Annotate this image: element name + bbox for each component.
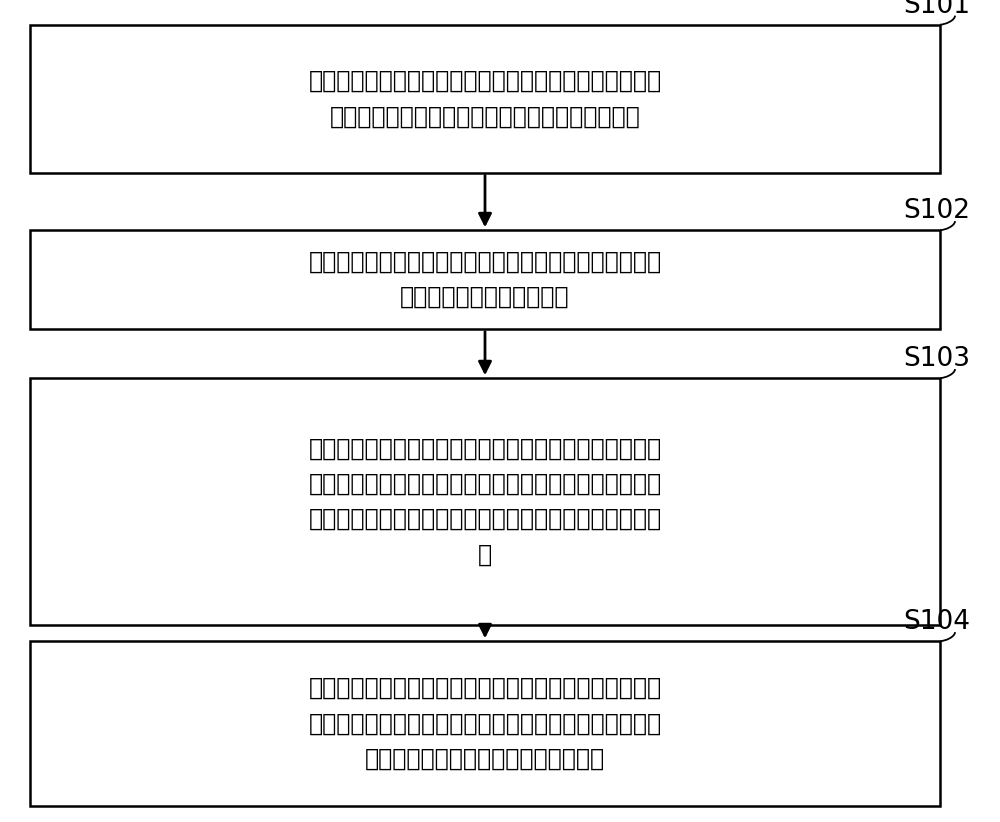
Text: S104: S104	[903, 609, 970, 635]
Text: S103: S103	[903, 346, 970, 372]
Text: 在完成测距起点校准后、且在所述移动终端被调整到与所
述测试板相距第二间距时，读取所述激光对焦器件所测量
到的第二测试距离，其中，所述第二间距大于所述第一间
距: 在完成测距起点校准后、且在所述移动终端被调整到与所 述测试板相距第二间距时，读取…	[308, 436, 662, 566]
Text: S102: S102	[903, 198, 970, 224]
FancyBboxPatch shape	[30, 25, 940, 173]
FancyBboxPatch shape	[30, 230, 940, 329]
Text: S101: S101	[903, 0, 970, 19]
Text: 在所述移动终端与所述测试板相距第一间距时，读取所述
移动终端的激光对焦器件所测量到的第一测试距离: 在所述移动终端与所述测试板相距第一间距时，读取所述 移动终端的激光对焦器件所测量…	[308, 69, 662, 128]
FancyBboxPatch shape	[30, 641, 940, 806]
Text: 结合所述第一间距与所述第一测试距离对所述激光对焦器
件对应的测距起点进行校准: 结合所述第一间距与所述第一测试距离对所述激光对焦器 件对应的测距起点进行校准	[308, 250, 662, 309]
Text: 结合所述第二间距与所述第二测试距离获取所述激光对焦
器件对应的衰减程度值，其中，所述衰减程度值用于对所
述激光对焦器件的实际测量值进行校准: 结合所述第二间距与所述第二测试距离获取所述激光对焦 器件对应的衰减程度值，其中，…	[308, 676, 662, 771]
FancyBboxPatch shape	[30, 378, 940, 625]
